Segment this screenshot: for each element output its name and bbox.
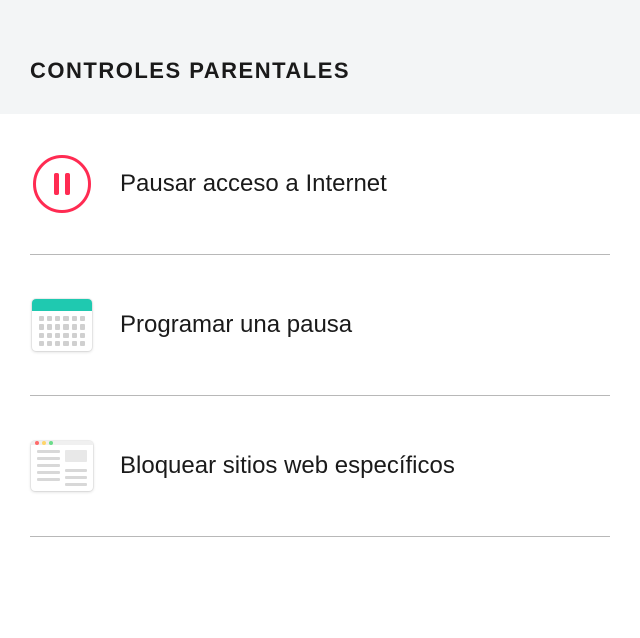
pause-icon bbox=[30, 152, 94, 216]
settings-list: Pausar acceso a Internet Programar una p… bbox=[0, 114, 640, 537]
item-label: Pausar acceso a Internet bbox=[120, 170, 387, 198]
browser-icon bbox=[30, 434, 94, 498]
item-block-sites[interactable]: Bloquear sitios web específicos bbox=[30, 396, 610, 537]
section-title: CONTROLES PARENTALES bbox=[30, 58, 610, 84]
item-schedule-pause[interactable]: Programar una pausa bbox=[30, 255, 610, 396]
calendar-icon bbox=[30, 293, 94, 357]
section-header: CONTROLES PARENTALES bbox=[0, 0, 640, 114]
item-label: Programar una pausa bbox=[120, 311, 352, 339]
item-pause-internet[interactable]: Pausar acceso a Internet bbox=[30, 114, 610, 255]
item-label: Bloquear sitios web específicos bbox=[120, 452, 455, 480]
